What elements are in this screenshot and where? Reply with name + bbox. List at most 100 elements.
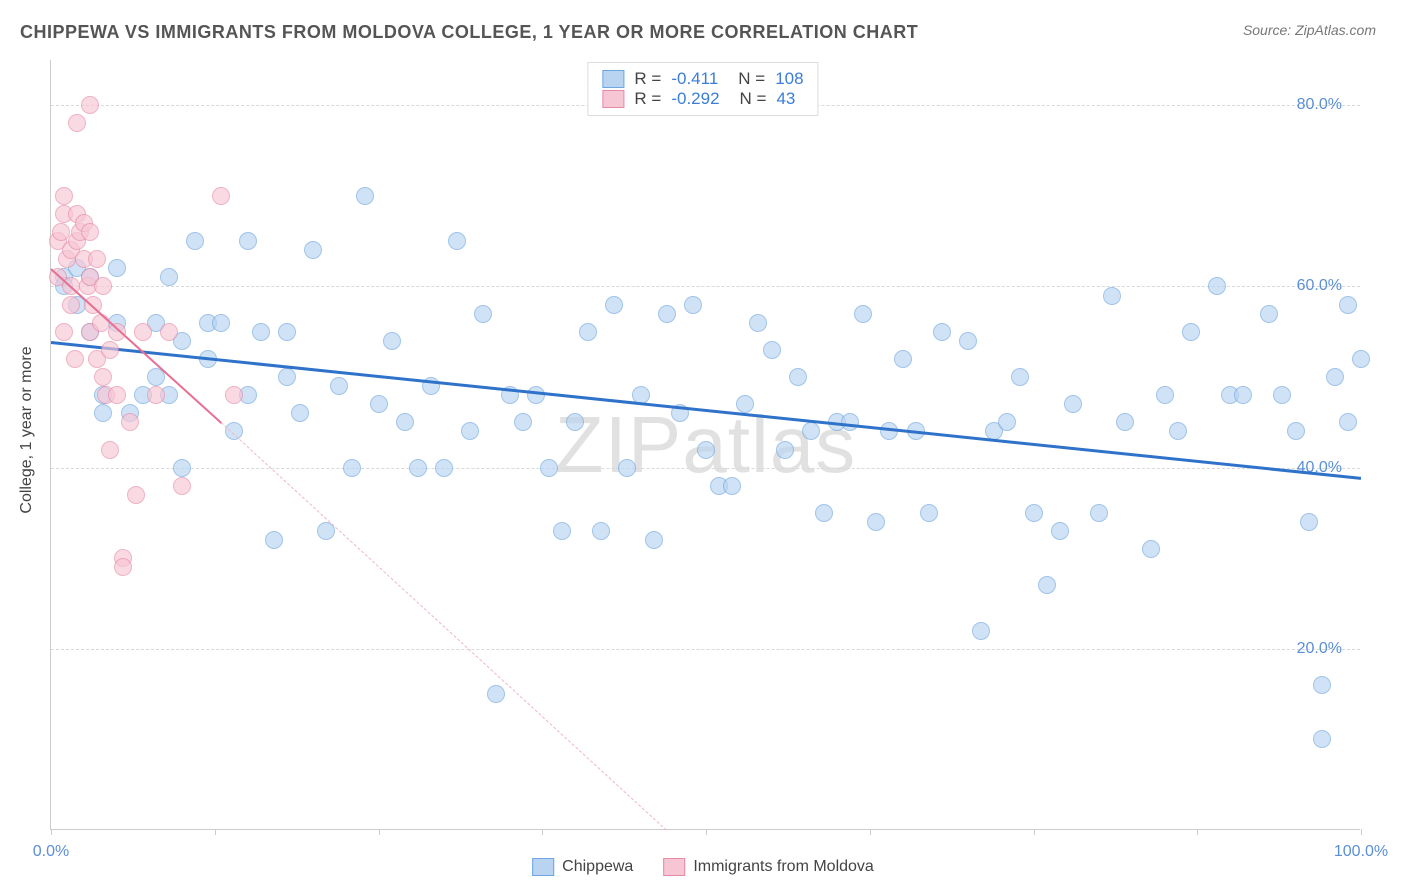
moldova-point (173, 477, 191, 495)
chippewa-point (108, 259, 126, 277)
y-tick-label: 80.0% (1297, 96, 1342, 114)
chippewa-point (618, 459, 636, 477)
chippewa-point (160, 268, 178, 286)
chippewa-point (749, 314, 767, 332)
chippewa-point (304, 241, 322, 259)
chippewa-point (854, 305, 872, 323)
chippewa-point (658, 305, 676, 323)
chart-title: CHIPPEWA VS IMMIGRANTS FROM MOLDOVA COLL… (20, 22, 918, 43)
moldova-point (94, 277, 112, 295)
moldova-point (160, 323, 178, 341)
moldova-point (66, 350, 84, 368)
chippewa-point (396, 413, 414, 431)
n-label: N = (740, 89, 767, 109)
chippewa-point (592, 522, 610, 540)
chippewa-point (94, 404, 112, 422)
chippewa-point (356, 187, 374, 205)
moldova-point (114, 558, 132, 576)
chippewa-point (383, 332, 401, 350)
trend-line (221, 422, 667, 830)
legend-label: Immigrants from Moldova (693, 858, 874, 876)
moldova-point (81, 96, 99, 114)
plot-area: ZIPatlas 20.0%40.0%60.0%80.0%0.0%100.0% (50, 60, 1360, 830)
r-value: -0.411 (671, 69, 718, 89)
chippewa-point (1169, 422, 1187, 440)
chippewa-point (815, 504, 833, 522)
r-label: R = (634, 89, 661, 109)
chippewa-point (343, 459, 361, 477)
x-tick (215, 829, 216, 835)
x-tick (1197, 829, 1198, 835)
chippewa-point (1011, 368, 1029, 386)
x-tick (1361, 829, 1362, 835)
chippewa-point (1326, 368, 1344, 386)
chippewa-point (1339, 413, 1357, 431)
chippewa-point (553, 522, 571, 540)
chippewa-point (474, 305, 492, 323)
moldova-point (147, 386, 165, 404)
moldova-point (212, 187, 230, 205)
chippewa-point (461, 422, 479, 440)
chippewa-point (239, 232, 257, 250)
moldova-point (134, 323, 152, 341)
chippewa-point (1339, 296, 1357, 314)
chippewa-point (1051, 522, 1069, 540)
chippewa-point (186, 232, 204, 250)
chippewa-point (1260, 305, 1278, 323)
chippewa-point (225, 422, 243, 440)
chippewa-point (894, 350, 912, 368)
moldova-point (62, 296, 80, 314)
moldova-point (55, 323, 73, 341)
chippewa-point (1208, 277, 1226, 295)
swatch-icon (532, 858, 554, 876)
gridline (51, 286, 1360, 287)
moldova-point (81, 223, 99, 241)
r-label: R = (634, 69, 661, 89)
chippewa-point (540, 459, 558, 477)
moldova-point (101, 341, 119, 359)
swatch-icon (663, 858, 685, 876)
y-axis-label: College, 1 year or more (18, 346, 36, 513)
moldova-point (127, 486, 145, 504)
series-legend: Chippewa Immigrants from Moldova (532, 858, 874, 876)
r-value: -0.292 (671, 89, 719, 109)
chippewa-point (291, 404, 309, 422)
chippewa-point (802, 422, 820, 440)
legend-row-chippewa: R = -0.411N = 108 (602, 69, 803, 89)
x-tick (379, 829, 380, 835)
trend-line (51, 341, 1361, 480)
chippewa-point (959, 332, 977, 350)
x-tick-label: 100.0% (1334, 843, 1388, 861)
chippewa-point (448, 232, 466, 250)
chippewa-point (972, 622, 990, 640)
chippewa-point (370, 395, 388, 413)
legend-item-moldova: Immigrants from Moldova (663, 858, 874, 876)
chippewa-point (1313, 730, 1331, 748)
chippewa-point (1287, 422, 1305, 440)
chippewa-point (330, 377, 348, 395)
legend-row-moldova: R = -0.292 N = 43 (602, 89, 803, 109)
chippewa-point (212, 314, 230, 332)
chippewa-point (1156, 386, 1174, 404)
chippewa-point (252, 323, 270, 341)
gridline (51, 468, 1360, 469)
legend-item-chippewa: Chippewa (532, 858, 633, 876)
chippewa-point (1038, 576, 1056, 594)
chippewa-point (684, 296, 702, 314)
chippewa-point (514, 413, 532, 431)
gridline (51, 649, 1360, 650)
chippewa-point (867, 513, 885, 531)
chippewa-point (736, 395, 754, 413)
y-tick-label: 60.0% (1297, 277, 1342, 295)
chippewa-point (278, 323, 296, 341)
moldova-point (225, 386, 243, 404)
moldova-point (108, 386, 126, 404)
chippewa-point (265, 531, 283, 549)
chippewa-point (645, 531, 663, 549)
n-value: 43 (776, 89, 795, 109)
chippewa-point (1090, 504, 1108, 522)
chippewa-point (998, 413, 1016, 431)
n-value: 108 (775, 69, 803, 89)
chippewa-point (527, 386, 545, 404)
chippewa-point (605, 296, 623, 314)
